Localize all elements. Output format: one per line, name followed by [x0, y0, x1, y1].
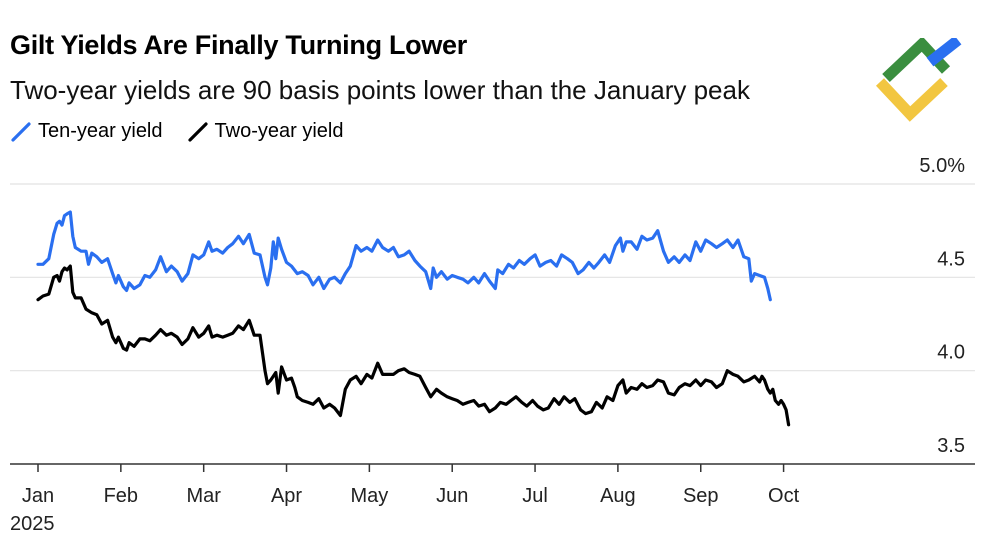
series-line-ten-year — [36, 210, 772, 302]
legend-item-ten-year: Ten-year yield — [10, 120, 163, 143]
legend-swatch-two-year — [187, 121, 208, 142]
y-tick-label-2: 4.0 — [937, 342, 965, 364]
x-tick-label-3: Apr — [271, 485, 302, 507]
series-line-two-year — [36, 264, 791, 427]
x-tick-label-7: Aug — [600, 485, 636, 507]
brand-logo-icon — [875, 38, 962, 122]
chart-legend: Ten-year yield Two-year yield — [10, 120, 367, 143]
x-tick-label-8: Sep — [683, 485, 719, 507]
chart-subtitle: Two-year yields are 90 basis points lowe… — [10, 75, 750, 105]
x-tick-label-9: Oct — [768, 485, 800, 507]
legend-item-two-year: Two-year yield — [187, 120, 344, 143]
legend-label-two-year: Two-year yield — [214, 120, 344, 142]
y-tick-label-3: 3.5 — [937, 435, 965, 457]
x-tick-label-0: Jan — [22, 485, 54, 507]
y-tick-label-1: 4.5 — [937, 248, 965, 270]
x-tick-label-1: Feb — [104, 485, 138, 507]
x-tick-label-4: May — [350, 485, 388, 507]
y-tick-label-0: 5.0% — [919, 155, 965, 177]
x-tick-label-2: Mar — [186, 485, 221, 507]
legend-swatch-ten-year — [11, 121, 31, 142]
chart-title: Gilt Yields Are Finally Turning Lower — [10, 30, 467, 60]
x-tick-label-5: Jun — [436, 485, 468, 507]
x-tick-label-6: Jul — [522, 485, 548, 507]
x-year-label: 2025 — [10, 513, 55, 535]
legend-label-ten-year: Ten-year yield — [38, 120, 163, 142]
